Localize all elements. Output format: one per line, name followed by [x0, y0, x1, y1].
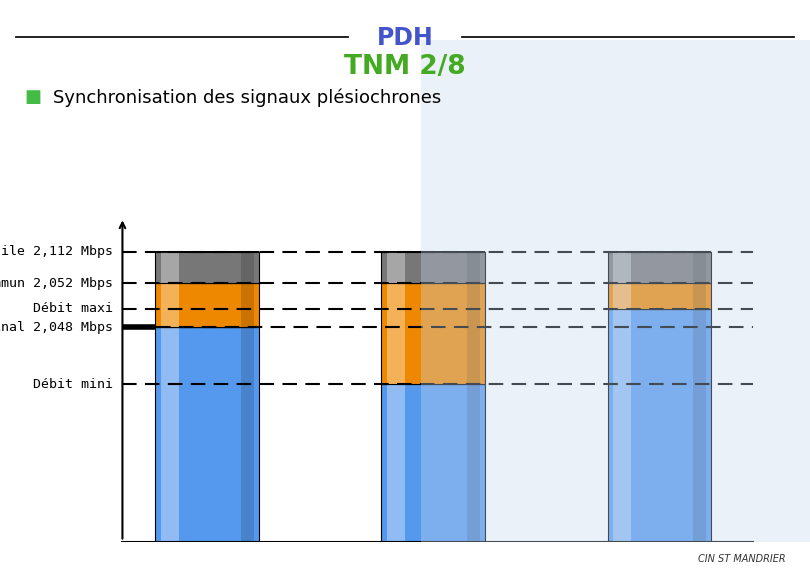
Bar: [612, 283, 631, 308]
Bar: [612, 252, 631, 283]
Text: ■: ■: [24, 88, 41, 107]
Bar: [467, 252, 480, 283]
Bar: [241, 327, 254, 542]
Bar: [386, 283, 405, 384]
Bar: [693, 283, 706, 308]
Bar: [693, 252, 706, 283]
Text: Débit mini: Débit mini: [33, 377, 113, 390]
Text: PDH: PDH: [377, 26, 433, 50]
Bar: [160, 327, 179, 542]
Bar: [160, 283, 179, 327]
Bar: [612, 308, 631, 542]
Bar: [693, 308, 706, 542]
Bar: [467, 283, 480, 384]
Bar: [386, 252, 405, 283]
Bar: [241, 252, 254, 283]
Bar: [160, 252, 179, 283]
Text: CIN ST MANDRIER: CIN ST MANDRIER: [698, 554, 786, 564]
Text: TNM 2/8: TNM 2/8: [344, 54, 466, 80]
Bar: [608, 252, 711, 283]
Bar: [386, 384, 405, 542]
Text: Débit maxi: Débit maxi: [33, 302, 113, 315]
Bar: [241, 283, 254, 327]
Bar: [156, 283, 259, 327]
Bar: [156, 252, 259, 283]
Text: Débit commun 2,052 Mbps: Débit commun 2,052 Mbps: [0, 277, 113, 290]
Text: Synchronisation des signaux plésiochrones: Synchronisation des signaux plésiochrone…: [53, 88, 441, 107]
Bar: [467, 384, 480, 542]
Bar: [608, 308, 711, 542]
Bar: [156, 327, 259, 542]
Bar: [382, 384, 485, 542]
Bar: [608, 283, 711, 308]
Text: Débit utile 2,112 Mbps: Débit utile 2,112 Mbps: [0, 245, 113, 258]
Bar: [382, 252, 485, 283]
Bar: [382, 283, 485, 384]
Text: Débit nominal 2,048 Mbps: Débit nominal 2,048 Mbps: [0, 321, 113, 334]
